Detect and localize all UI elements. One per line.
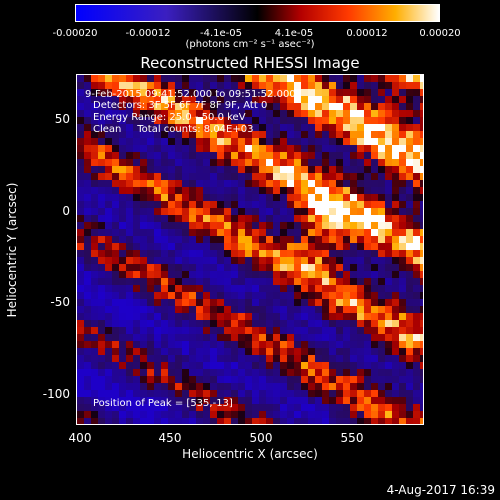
y-tick-label: -50 <box>50 295 70 309</box>
annotation-peak: Position of Peak = [535,-13] <box>93 398 233 409</box>
annotation-energy: Energy Range: 25.0 - 50.0 keV <box>93 112 246 123</box>
colorbar-tick: -4.1e-05 <box>200 28 242 39</box>
x-tick-label: 450 <box>158 431 182 445</box>
x-axis-label: Heliocentric X (arcsec) <box>182 447 318 461</box>
y-tick-label: 50 <box>54 112 70 126</box>
heatmap-image <box>77 75 423 424</box>
annotation-method: Clean Total counts: 8.04E+03 <box>93 124 254 135</box>
x-tick-label: 550 <box>340 431 364 445</box>
x-tick-label: 400 <box>68 431 92 445</box>
x-tick-label: 500 <box>249 431 273 445</box>
timestamp: 4-Aug-2017 16:39 <box>386 483 495 497</box>
annotation-detectors: Detectors: 3F 5F 6F 7F 8F 9F, Att 0 <box>93 100 268 111</box>
chart-title: Reconstructed RHESSI Image <box>140 54 360 72</box>
colorbar-tick: 0.00020 <box>419 28 461 39</box>
y-axis-label: Heliocentric Y (arcsec) <box>5 182 19 318</box>
y-tick-label: -100 <box>42 387 70 401</box>
colorbar <box>75 4 440 22</box>
colorbar-tick: 4.1e-05 <box>274 28 314 39</box>
colorbar-tick: -0.00012 <box>125 28 171 39</box>
plot-frame <box>76 74 424 425</box>
colorbar-tick: 0.00012 <box>346 28 388 39</box>
annotation-time-range: 9-Feb-2015 09:41:52.000 to 09:51:52.000 <box>85 89 296 100</box>
colorbar-tick: -0.00020 <box>52 28 98 39</box>
y-tick-label: 0 <box>62 204 70 218</box>
colorbar-units: (photons cm⁻² s⁻¹ asec⁻²) <box>185 39 315 50</box>
